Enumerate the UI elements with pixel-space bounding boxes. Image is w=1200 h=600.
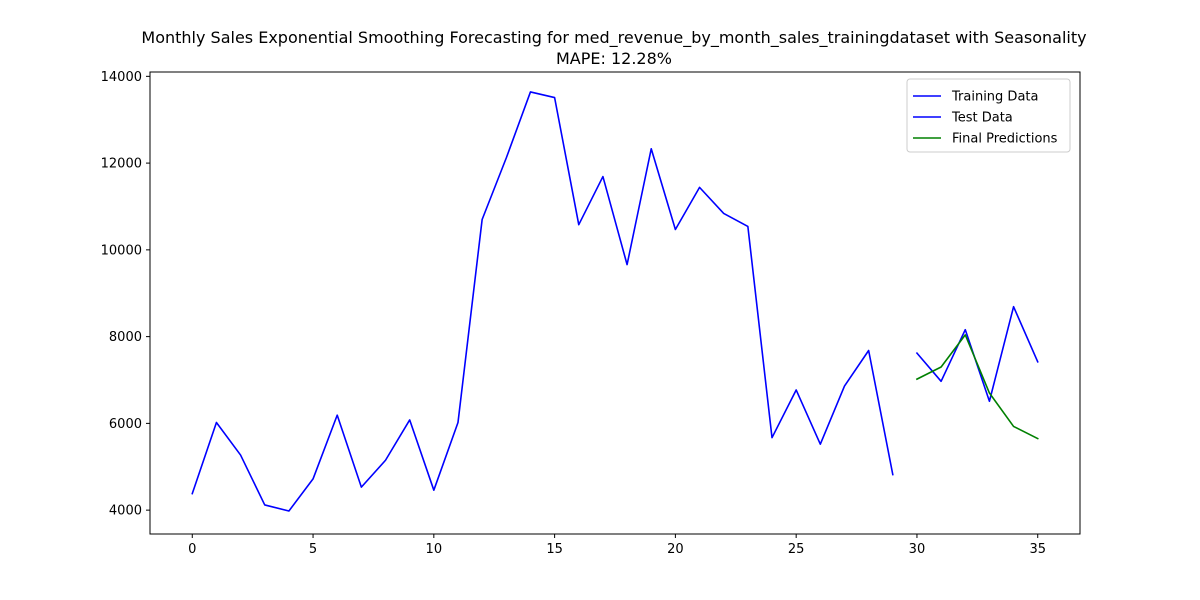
series-line-2 xyxy=(915,334,1039,440)
y-tick-label: 14000 xyxy=(101,70,142,85)
x-tick-label: 30 xyxy=(909,542,926,557)
axis-layer: 0 5 10 15 20 25 30 35 4000 6000 8000 10000 12000 1400… xyxy=(101,70,1046,557)
y-tick-label: 6000 xyxy=(109,417,142,432)
legend-label-0: Training Data xyxy=(951,90,1038,105)
x-tick-label: 20 xyxy=(667,542,684,557)
y-tick-label: 8000 xyxy=(109,330,142,345)
x-tick-label: 35 xyxy=(1029,542,1046,557)
x-tick-label: 10 xyxy=(426,542,443,557)
x-tick-label: 15 xyxy=(546,542,563,557)
y-tick-label: 4000 xyxy=(109,504,142,519)
y-tick-label: 12000 xyxy=(101,157,142,172)
legend-box xyxy=(906,78,1071,153)
x-tick-label: 5 xyxy=(309,542,317,557)
chart-subtitle: MAPE: 12.28% xyxy=(556,49,672,68)
y-tick-label: 10000 xyxy=(101,243,142,258)
plot-frame xyxy=(149,71,1081,535)
x-tick-label: 0 xyxy=(188,542,196,557)
chart-title: Monthly Sales Exponential Smoothing Fore… xyxy=(141,28,1086,48)
x-tick-label: 25 xyxy=(788,542,805,557)
legend-label-2: Final Predictions xyxy=(952,132,1058,147)
series-line-0 xyxy=(191,91,894,512)
series-layer xyxy=(191,91,1039,512)
legend: Training Data Test Data Final Predictions xyxy=(906,78,1071,153)
legend-label-1: Test Data xyxy=(951,111,1013,126)
